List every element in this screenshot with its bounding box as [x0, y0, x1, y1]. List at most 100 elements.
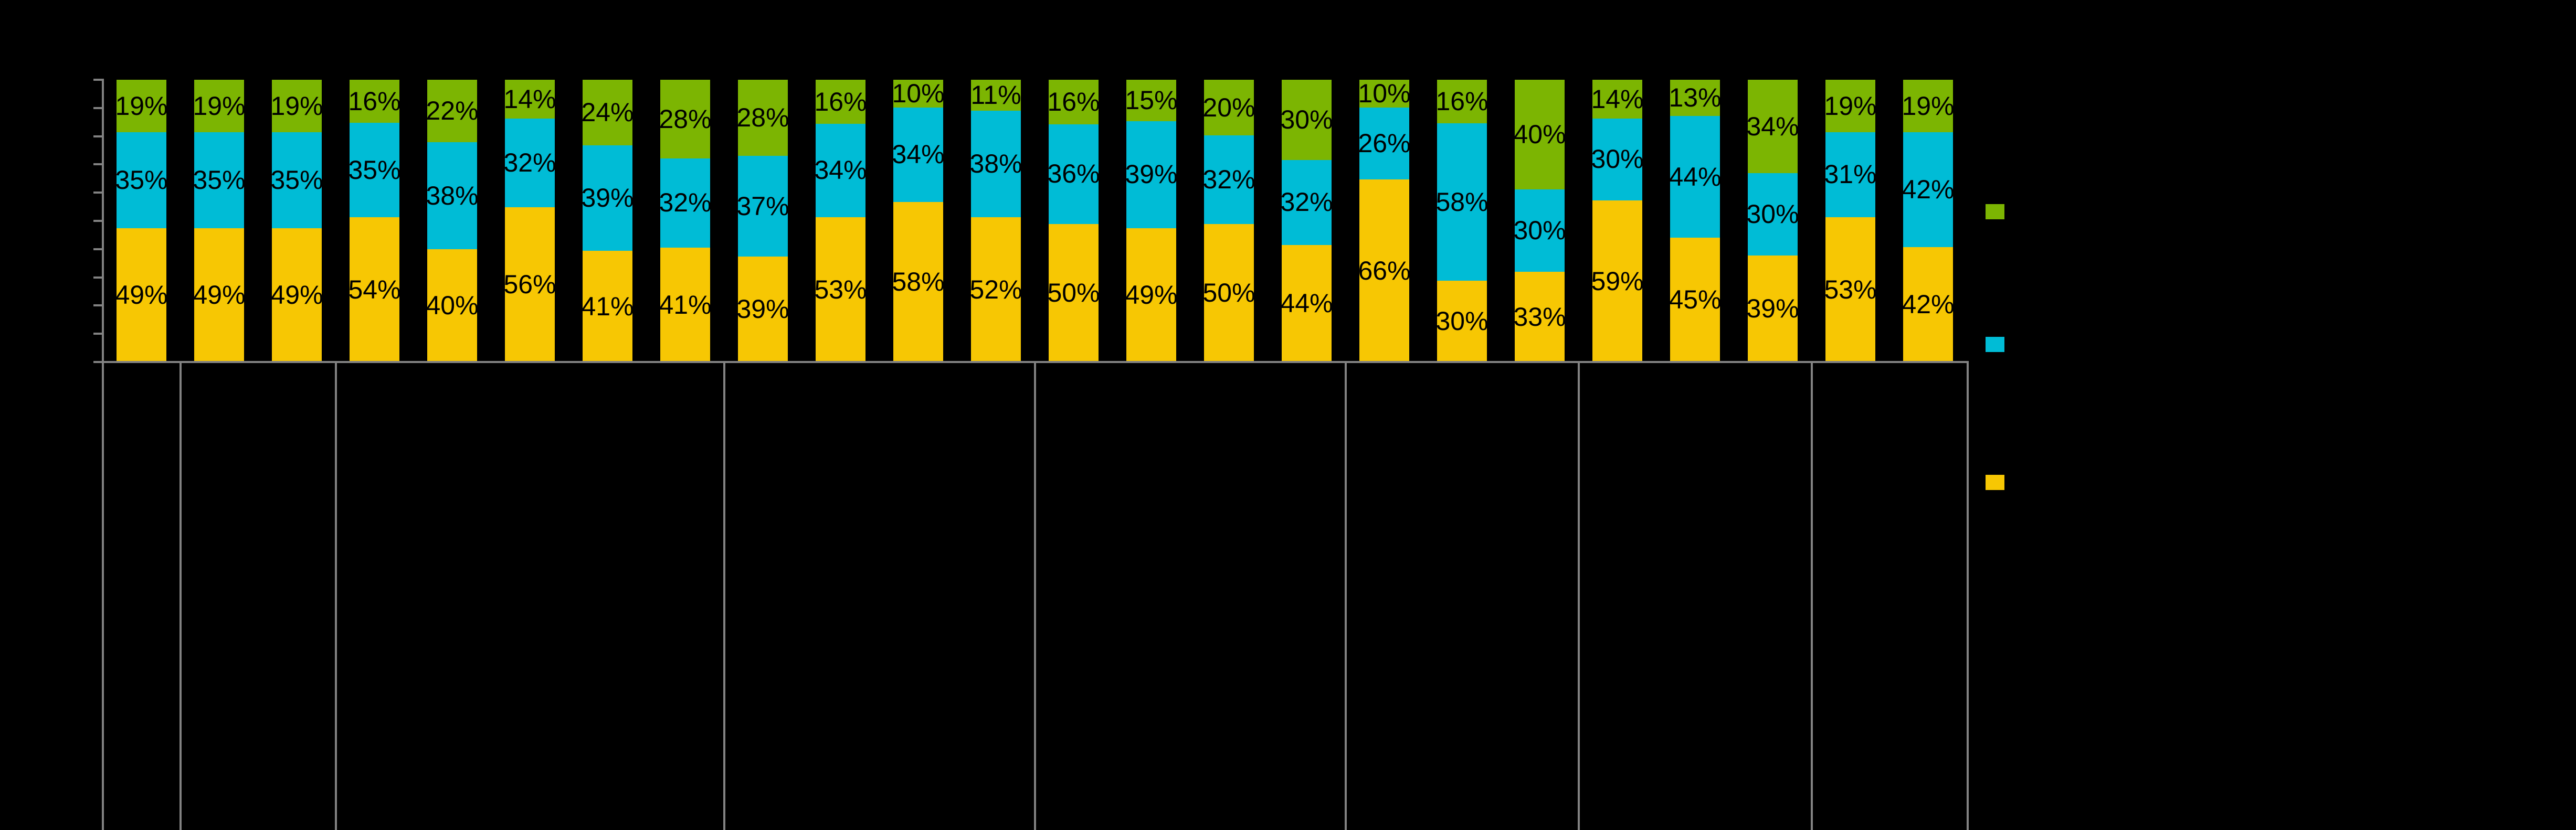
bar-segment-green-series: [1592, 80, 1642, 119]
bar-value-label: 39%: [1746, 294, 1799, 324]
bar-value-label: 16%: [348, 86, 401, 116]
bar-value-label: 54%: [348, 274, 401, 304]
bar-segment-cyan-series: [971, 110, 1021, 217]
bar-value-label: 33%: [1513, 302, 1566, 332]
bar-segment-yellow-series: [1825, 217, 1875, 363]
bar-segment-cyan-series: [272, 132, 322, 228]
bar-segment-yellow-series: [427, 249, 477, 363]
bar-segment-yellow-series: [971, 217, 1021, 363]
bar-value-label: 16%: [1047, 87, 1100, 117]
bar-value-label: 59%: [1591, 266, 1644, 296]
bar-segment-green-series: [1359, 80, 1409, 108]
bar-segment-green-series: [427, 80, 477, 142]
category-separator-line: [102, 362, 104, 830]
bar-value-label: 32%: [1202, 164, 1255, 194]
bar-segment-green-series: [1282, 80, 1332, 160]
bar-segment-yellow-series: [1748, 255, 1798, 363]
bar-segment-cyan-series: [660, 158, 710, 248]
bar-segment-green-series: [660, 80, 710, 158]
bar-segment-yellow-series: [272, 228, 322, 363]
bar-value-label: 53%: [814, 274, 867, 304]
bar-segment-cyan-series: [117, 132, 166, 228]
bar-value-label: 35%: [115, 165, 168, 195]
bar-value-label: 58%: [892, 267, 945, 297]
legend-swatch-green-series: [1986, 204, 2004, 219]
bar-segment-green-series: [194, 80, 244, 132]
bar-segment-yellow-series: [583, 250, 632, 363]
y-axis-tick: [93, 191, 103, 194]
bar-segment-cyan-series: [816, 123, 865, 217]
y-axis-tick: [93, 135, 103, 137]
bar-segment-green-series: [1049, 80, 1099, 124]
y-axis-tick: [93, 361, 103, 363]
bar-segment-yellow-series: [1592, 200, 1642, 363]
bar-segment-yellow-series: [1049, 224, 1099, 363]
bar-value-label: 39%: [581, 183, 634, 213]
bar-segment-yellow-series: [1282, 244, 1332, 363]
bar-value-label: 16%: [1435, 87, 1488, 116]
bar-value-label: 58%: [1435, 187, 1488, 217]
bar-value-label: 24%: [581, 98, 634, 127]
bar-segment-cyan-series: [1903, 132, 1953, 248]
bar-value-label: 16%: [814, 87, 867, 116]
bar-value-label: 38%: [969, 148, 1022, 178]
bar-value-label: 42%: [1902, 174, 1955, 204]
bar-value-label: 38%: [426, 180, 479, 210]
bar-value-label: 10%: [1358, 79, 1411, 109]
bar-segment-cyan-series: [893, 107, 943, 202]
bar-value-label: 19%: [270, 91, 323, 121]
bar-value-label: 49%: [1125, 280, 1178, 310]
bar-value-label: 34%: [892, 140, 945, 169]
bar-segment-green-series: [272, 80, 322, 132]
bar-value-label: 19%: [115, 91, 168, 121]
bar-segment-yellow-series: [1515, 271, 1565, 363]
bar-segment-yellow-series: [816, 217, 865, 363]
bar-value-label: 50%: [1047, 278, 1100, 308]
bar-segment-yellow-series: [350, 217, 399, 363]
bar-value-label: 52%: [969, 274, 1022, 304]
bar-segment-yellow-series: [1204, 224, 1254, 363]
bar-segment-cyan-series: [1282, 159, 1332, 246]
bar-segment-yellow-series: [1437, 280, 1487, 363]
bar-segment-yellow-series: [1359, 179, 1409, 363]
y-axis-tick: [93, 107, 103, 109]
bar-segment-green-series: [816, 80, 865, 124]
y-axis-tick: [93, 248, 103, 250]
bar-segment-cyan-series: [1825, 132, 1875, 217]
bar-value-label: 34%: [814, 155, 867, 185]
bar-segment-cyan-series: [1437, 123, 1487, 281]
bar-value-label: 19%: [193, 91, 246, 121]
y-axis-tick: [93, 79, 103, 81]
bar-segment-green-series: [1670, 80, 1720, 116]
bar-segment-yellow-series: [738, 256, 788, 363]
bar-value-label: 35%: [348, 155, 401, 185]
bar-segment-cyan-series: [1748, 173, 1798, 256]
bar-segment-green-series: [117, 80, 166, 132]
bar-segment-cyan-series: [1515, 189, 1565, 272]
bar-segment-cyan-series: [505, 118, 555, 208]
bar-value-label: 49%: [115, 280, 168, 310]
bar-value-label: 30%: [1746, 199, 1799, 229]
bar-segment-cyan-series: [738, 155, 788, 257]
bar-segment-cyan-series: [1204, 135, 1254, 224]
bar-segment-yellow-series: [117, 228, 166, 363]
bar-segment-yellow-series: [194, 228, 244, 363]
bar-segment-cyan-series: [194, 132, 244, 228]
bar-value-label: 41%: [659, 290, 712, 320]
bar-segment-cyan-series: [350, 122, 399, 217]
bar-segment-green-series: [1748, 80, 1798, 174]
bar-value-label: 36%: [1047, 159, 1100, 189]
bar-value-label: 49%: [193, 280, 246, 310]
bar-segment-cyan-series: [427, 142, 477, 250]
bar-value-label: 39%: [1125, 159, 1178, 189]
bar-value-label: 10%: [892, 79, 945, 109]
bar-value-label: 34%: [1746, 111, 1799, 141]
bar-segment-green-series: [738, 80, 788, 156]
bar-segment-yellow-series: [1670, 237, 1720, 363]
bar-segment-cyan-series: [1359, 107, 1409, 180]
y-axis-tick: [93, 304, 103, 307]
legend-swatch-yellow-series: [1986, 475, 2004, 490]
bar-segment-green-series: [350, 80, 399, 123]
bar-segment-cyan-series: [1049, 124, 1099, 224]
bar-value-label: 22%: [426, 96, 479, 126]
